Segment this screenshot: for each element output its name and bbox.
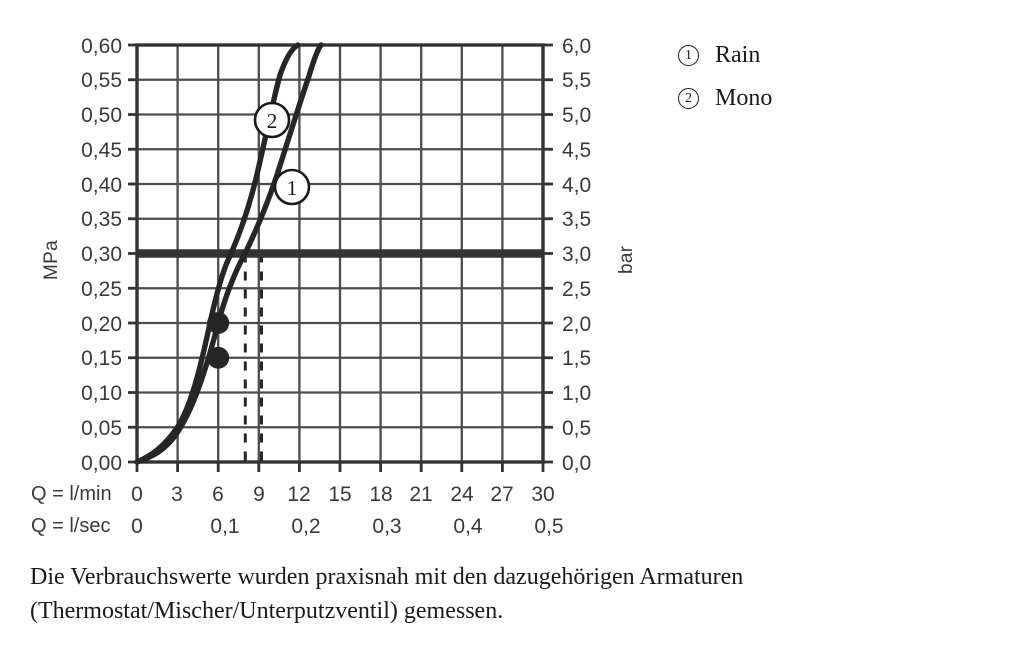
y-tick-left-9: 0,15 — [81, 347, 122, 370]
callout-curve-2: 2 — [253, 101, 291, 139]
y-tick-right-2: 5,0 — [562, 104, 592, 127]
x-tick-lsec-2: 0,2 — [291, 515, 321, 538]
curve-rain — [134, 42, 301, 465]
y-tick-left-6: 0,30 — [81, 243, 122, 266]
x-axis-title-lsec: Q = l/sec — [31, 515, 111, 537]
legend-marker-2-icon: 2 — [678, 88, 699, 109]
data-point-mono — [207, 346, 230, 369]
y-tick-left-5: 0,35 — [81, 208, 122, 231]
x-tick-lsec-0: 0 — [131, 515, 143, 538]
data-point-rain — [207, 312, 230, 334]
y-tick-left-12: 0,00 — [81, 452, 122, 475]
x-tick-lsec-3: 0,3 — [372, 515, 402, 538]
y-tick-right-3: 4,5 — [562, 139, 592, 162]
x-tick-lsec-4: 0,4 — [453, 515, 483, 538]
x-tick-lsec-5: 0,5 — [534, 515, 564, 538]
y-tick-right-4: 4,0 — [562, 174, 592, 197]
y-tick-left-4: 0,40 — [81, 174, 122, 197]
chart-area: MPa bar — [31, 35, 637, 538]
x-tick-lmin-1: 3 — [171, 483, 183, 506]
x-tick-lmin-6: 18 — [369, 483, 393, 506]
legend-label-rain: Rain — [715, 42, 761, 68]
legend-label-mono: Mono — [715, 85, 773, 111]
y-tick-right-0: 6,0 — [562, 35, 592, 58]
y-tick-left-1: 0,55 — [81, 69, 122, 92]
x-axis-title-lmin: Q = l/min — [31, 483, 112, 505]
legend-item-mono[interactable]: 2 Mono — [678, 85, 978, 112]
y-tick-left-3: 0,45 — [81, 139, 122, 162]
y-tick-right-5: 3,5 — [562, 208, 592, 231]
y-tick-left-2: 0,50 — [81, 104, 122, 127]
x-tick-lmin-10: 30 — [531, 483, 555, 506]
y-tick-left-7: 0,25 — [81, 278, 122, 301]
y-tick-right-11: 0,5 — [562, 417, 592, 440]
y-tick-right-6: 3,0 — [562, 243, 592, 266]
x-tick-lmin-3: 9 — [253, 483, 265, 506]
y-tick-right-7: 2,5 — [562, 278, 592, 301]
x-tick-lmin-4: 12 — [287, 483, 311, 506]
y-tick-right-1: 5,5 — [562, 69, 592, 92]
x-tick-lmin-0: 0 — [131, 483, 143, 506]
callout-curve-1: 1 — [273, 168, 311, 206]
chart-plot-svg: 2 1 — [128, 42, 553, 472]
y-tick-right-10: 1,0 — [562, 382, 592, 405]
svg-text:1: 1 — [287, 176, 298, 200]
x-tick-lmin-9: 27 — [490, 483, 514, 506]
x-tick-lsec-1: 0,1 — [210, 515, 240, 538]
curve-mono — [134, 42, 324, 465]
y-axis-ticks-right — [543, 43, 553, 464]
y-tick-left-0: 0,60 — [81, 35, 122, 58]
svg-text:2: 2 — [267, 109, 278, 133]
x-tick-lmin-7: 21 — [409, 483, 433, 506]
legend-marker-1-icon: 1 — [678, 45, 699, 66]
y-tick-left-8: 0,20 — [81, 313, 122, 336]
y-axis-ticks-left — [128, 43, 137, 464]
y-tick-left-11: 0,05 — [81, 417, 122, 440]
x-tick-lmin-2: 6 — [212, 483, 224, 506]
y-tick-right-8: 2,0 — [562, 313, 592, 336]
legend-item-rain[interactable]: 1 Rain — [678, 42, 978, 69]
y-tick-right-12: 0,0 — [562, 452, 592, 475]
y-tick-right-9: 1,5 — [562, 347, 592, 370]
figure-caption: Die Verbrauchswerte wurden praxisnah mit… — [30, 564, 744, 625]
x-tick-lmin-8: 24 — [450, 483, 474, 506]
y-tick-left-10: 0,10 — [81, 382, 122, 405]
legend: 1 Rain 2 Mono — [678, 42, 978, 128]
x-tick-lmin-5: 15 — [328, 483, 352, 506]
